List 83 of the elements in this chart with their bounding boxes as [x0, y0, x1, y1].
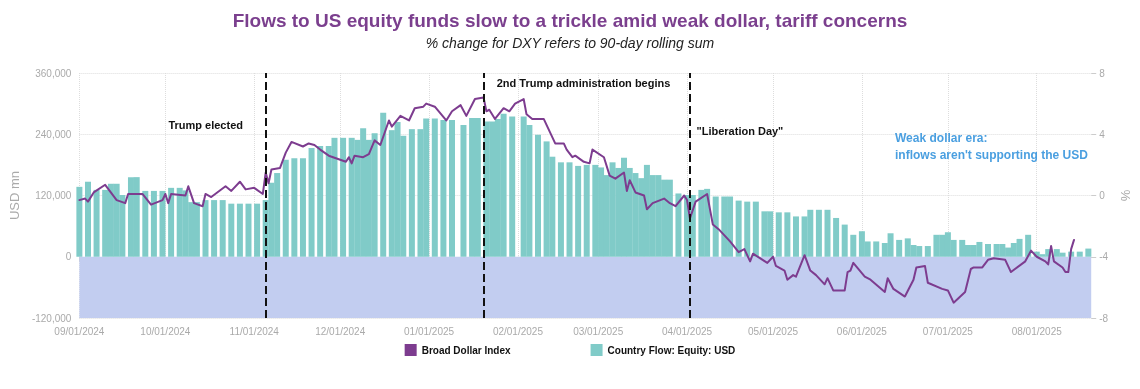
bar	[896, 239, 903, 257]
bar	[583, 164, 590, 257]
bar	[815, 209, 822, 257]
bar	[752, 201, 759, 257]
ref-line-label: Trump elected	[168, 118, 243, 131]
chart-subtitle: % change for DXY refers to 90-day rolling sum	[425, 35, 715, 51]
y2-tick-label: 0	[1099, 190, 1106, 201]
legend-label: Broad Dollar Index	[421, 344, 512, 356]
bar	[850, 234, 857, 257]
bar	[924, 246, 931, 257]
bar	[142, 190, 149, 257]
y-tick-label: 120,000	[35, 190, 72, 201]
y2-axis-title: %	[1118, 189, 1133, 202]
x-tick-label: 04/01/2025	[662, 325, 713, 337]
ref-line-label: "Liberation Day"	[696, 124, 784, 137]
chart-title: Flows to US equity funds slow to a trickle amid weak dollar, tariff concerns	[232, 10, 908, 31]
bar	[228, 203, 235, 257]
bar	[282, 159, 289, 257]
bar	[985, 243, 992, 257]
x-tick-label: 11/01/2024	[229, 325, 280, 337]
bar	[712, 196, 719, 257]
y2-tick-label: 4	[1099, 128, 1106, 140]
annotation: Weak dollar era: inflows aren't supporting the USD	[895, 130, 1089, 162]
bar	[535, 134, 541, 257]
bar	[308, 148, 315, 257]
bar	[236, 203, 243, 257]
y-axis-title: USD mn	[7, 170, 22, 221]
bar	[841, 224, 848, 257]
x-tick-label: 06/01/2025	[836, 325, 888, 337]
x-tick-label: 08/01/2025	[1011, 325, 1063, 337]
bar	[1076, 251, 1083, 257]
y2-tick-label: 8	[1099, 67, 1106, 79]
x-tick-label: 09/01/2024	[54, 325, 105, 337]
y2-tick-label: -4	[1099, 251, 1109, 263]
bar	[245, 203, 252, 257]
bar	[93, 189, 100, 257]
y-tick-label: 360,000	[35, 67, 72, 79]
bar	[449, 119, 456, 257]
bar	[1085, 248, 1092, 257]
bar	[792, 216, 799, 257]
bar	[76, 186, 83, 257]
x-tick-label: 02/01/2025	[492, 325, 544, 337]
bar	[833, 217, 840, 257]
x-tick-label: 03/01/2025	[573, 325, 624, 337]
bar	[408, 129, 415, 257]
bar	[775, 212, 782, 257]
bar	[159, 190, 166, 257]
bar	[557, 162, 564, 257]
bar	[509, 116, 516, 257]
bar	[575, 165, 582, 257]
x-tick-label: 10/01/2024	[140, 325, 191, 337]
bar	[299, 158, 306, 257]
bar	[440, 119, 447, 257]
bar	[211, 200, 218, 257]
bar	[460, 125, 467, 257]
bar	[84, 181, 91, 257]
bar	[219, 200, 226, 257]
x-tick-label: 07/01/2025	[922, 325, 974, 337]
bar	[566, 162, 573, 257]
bar	[340, 137, 347, 257]
bar	[150, 190, 157, 257]
x-tick-label: 05/01/2025	[748, 325, 799, 337]
bar	[254, 203, 261, 257]
y2-tick-label: -8	[1099, 312, 1109, 324]
bar	[168, 187, 175, 257]
bar	[735, 200, 742, 257]
bar	[784, 212, 791, 257]
y-tick-label: -120,000	[31, 312, 72, 324]
ref-line-label: 2nd Trump administration begins	[496, 76, 671, 89]
bar	[317, 145, 324, 257]
bar	[675, 193, 682, 257]
bar	[380, 112, 387, 257]
bar	[873, 241, 880, 257]
x-tick-label: 01/01/2025	[404, 325, 455, 337]
legend-label: Country Flow: Equity: USD	[607, 344, 736, 356]
bar	[202, 200, 209, 257]
x-tick-label: 12/01/2024	[315, 325, 366, 337]
y-tick-label: 0	[65, 251, 72, 263]
y-tick-label: 240,000	[35, 128, 72, 140]
bar	[431, 118, 438, 257]
bar	[291, 158, 298, 257]
bar	[744, 201, 751, 257]
bar	[824, 209, 831, 257]
